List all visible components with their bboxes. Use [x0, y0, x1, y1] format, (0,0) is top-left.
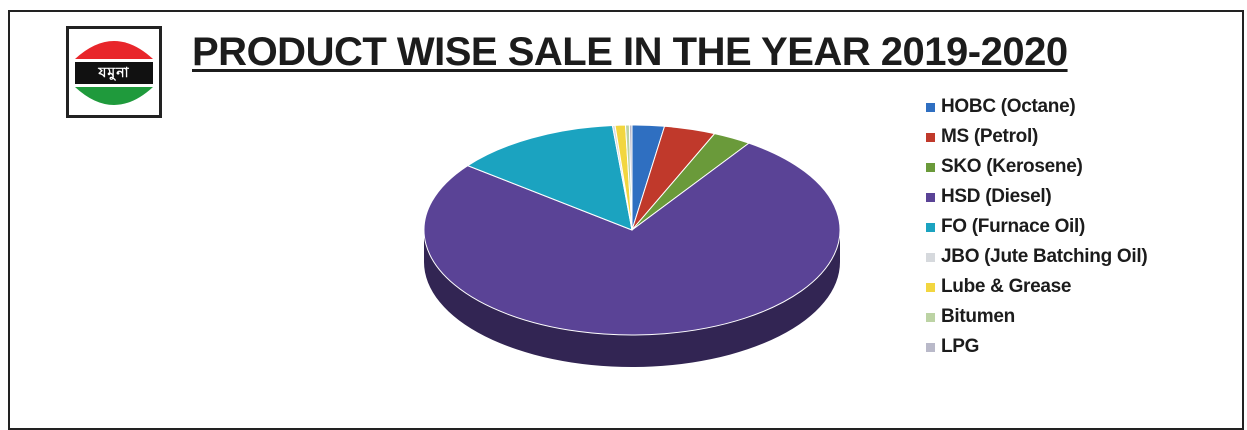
legend-swatch-4	[926, 222, 935, 232]
legend-swatch-6	[926, 282, 935, 292]
legend-label-7: Bitumen	[941, 306, 1015, 327]
legend-item-8: LPG	[926, 332, 1147, 362]
legend-label-2: SKO (Kerosene)	[941, 156, 1083, 177]
legend-swatch-8	[926, 342, 935, 352]
pie-side-3	[424, 230, 840, 367]
legend-item-0: HOBC (Octane)	[926, 92, 1147, 122]
legend-item-5: JBO (Jute Batching Oil)	[926, 242, 1148, 272]
legend-label-8: LPG	[941, 336, 980, 357]
legend-label-1: MS (Petrol)	[941, 126, 1038, 147]
legend-item-6: Lube & Grease	[926, 272, 1147, 302]
legend-label-5: JBO (Jute Batching Oil)	[941, 246, 1148, 267]
legend-label-0: HOBC (Octane)	[941, 96, 1076, 117]
company-logo: যমুনা	[66, 26, 162, 118]
legend-swatch-3	[926, 192, 935, 202]
logo-emblem-icon	[75, 41, 153, 105]
pie-slice-8	[628, 124, 633, 231]
pie-slice-4	[466, 124, 633, 231]
legend-item-7: Bitumen	[926, 302, 1147, 332]
logo-text: যমুনা	[75, 62, 153, 84]
legend-item-4: FO (Furnace Oil)	[926, 212, 1147, 242]
legend-label-6: Lube & Grease	[941, 276, 1072, 297]
legend-label-3: HSD (Diesel)	[941, 186, 1052, 207]
legend-item-1: MS (Petrol)	[926, 122, 1147, 152]
page-title: PRODUCT WISE SALE IN THE YEAR 2019-2020	[192, 30, 1068, 74]
legend-item-2: SKO (Kerosene)	[926, 152, 1147, 182]
chart-legend: HOBC (Octane) MS (Petrol) SKO (Kerosene) HS…	[926, 92, 1148, 362]
pie-slice-3	[423, 142, 841, 336]
legend-swatch-2	[926, 162, 935, 172]
legend-label-4: FO (Furnace Oil)	[941, 216, 1086, 237]
pie-chart	[423, 124, 841, 367]
legend-swatch-5	[926, 252, 935, 262]
legend-swatch-1	[926, 132, 935, 142]
legend-swatch-0	[926, 102, 935, 112]
legend-item-3: HSD (Diesel)	[926, 182, 1147, 212]
legend-swatch-7	[926, 312, 935, 322]
